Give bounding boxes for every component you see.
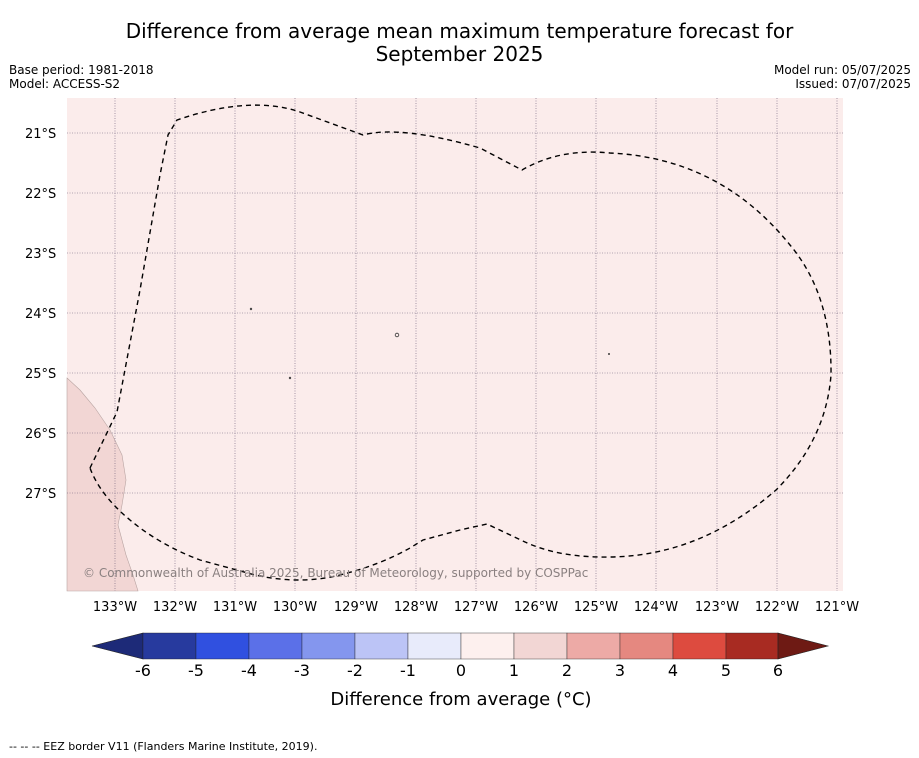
lon-label: 130°W [273,600,317,615]
island-marker [288,376,292,380]
island-marker [394,332,400,338]
base-period-text: Base period: 1981-2018 [9,63,154,77]
colorbar-cell [407,632,462,660]
latitude-labels: 21°S 22°S 23°S 24°S 25°S 26°S 27°S [25,127,56,502]
land-area [66,377,139,592]
colorbar-cell [725,632,779,660]
colorbar-label: Difference from average (°C) [330,689,591,710]
lon-label: 125°W [574,600,618,615]
colorbar-tick: 4 [668,661,678,680]
lat-label: 26°S [25,427,56,442]
colorbar-tick: -2 [347,661,363,680]
lon-label: 133°W [93,600,137,615]
longitude-labels: 133°W 132°W 131°W 130°W 129°W 128°W 127°… [93,600,859,615]
colorbar-tick: 5 [721,661,731,680]
lon-label: 132°W [153,600,197,615]
eez-footnote: -- -- -- EEZ border V11 (Flanders Marine… [9,740,318,753]
colorbar-cell [248,632,303,660]
model-text: Model: ACCESS-S2 [9,77,121,91]
islands [249,307,611,380]
lon-label: 123°W [695,600,739,615]
colorbar-over-arrow [777,632,830,660]
lon-label: 131°W [213,600,257,615]
lat-label: 24°S [25,307,56,322]
colorbar-cells [142,632,779,660]
map-panel: 21°S 22°S 23°S 24°S 25°S 26°S 27°S 133°W… [25,98,859,615]
colorbar-tick: -3 [294,661,310,680]
lon-label: 127°W [454,600,498,615]
lon-label: 126°W [514,600,558,615]
copyright-text: © Commonwealth of Australia 2025, Bureau… [83,566,588,580]
map-title-line-1: Difference from average mean maximum tem… [125,19,794,43]
meta-right: Model run: 05/07/2025 Issued: 07/07/2025 [774,63,911,91]
lat-label: 27°S [25,487,56,502]
colorbar-cell [354,632,409,660]
island-marker [249,307,253,311]
island-marker [608,352,611,355]
colorbar-cell [142,632,197,660]
lat-label: 22°S [25,187,56,202]
colorbar-cell [513,632,568,660]
lon-label: 128°W [394,600,438,615]
colorbar-tick: 3 [615,661,625,680]
lon-label: 121°W [815,600,859,615]
map-title: Difference from average mean maximum tem… [0,20,919,66]
colorbar-tick: -6 [135,661,151,680]
colorbar-tick: 1 [509,661,519,680]
colorbar-ticks: -6 -5 -4 -3 -2 -1 0 1 2 3 4 5 6 [135,661,783,680]
issued-text: Issued: 07/07/2025 [795,77,911,91]
meta-left: Base period: 1981-2018 Model: ACCESS-S2 [9,63,154,91]
colorbar-tick: 6 [773,661,783,680]
colorbar-cell [672,632,727,660]
eez-border [89,104,832,581]
colorbar-tick: 2 [562,661,572,680]
lon-label: 129°W [334,600,378,615]
gridlines [67,98,843,591]
lat-label: 25°S [25,367,56,382]
colorbar-tick: 0 [456,661,466,680]
colorbar-tick: -5 [188,661,204,680]
map-background [67,98,843,591]
colorbar-cell [619,632,674,660]
colorbar-tick: -4 [241,661,257,680]
colorbar-cell [460,632,515,660]
colorbar-cell [566,632,621,660]
lon-label: 124°W [634,600,678,615]
colorbar-under-arrow [91,632,144,660]
colorbar: -6 -5 -4 -3 -2 -1 0 1 2 3 4 5 6 Differen… [91,632,830,710]
lat-label: 21°S [25,127,56,142]
lon-label: 122°W [755,600,799,615]
map-title-line-2: September 2025 [375,42,544,66]
colorbar-tick: -1 [400,661,416,680]
model-run-text: Model run: 05/07/2025 [773,63,911,77]
colorbar-cell [301,632,356,660]
colorbar-cell [195,632,250,660]
lat-label: 23°S [25,247,56,262]
